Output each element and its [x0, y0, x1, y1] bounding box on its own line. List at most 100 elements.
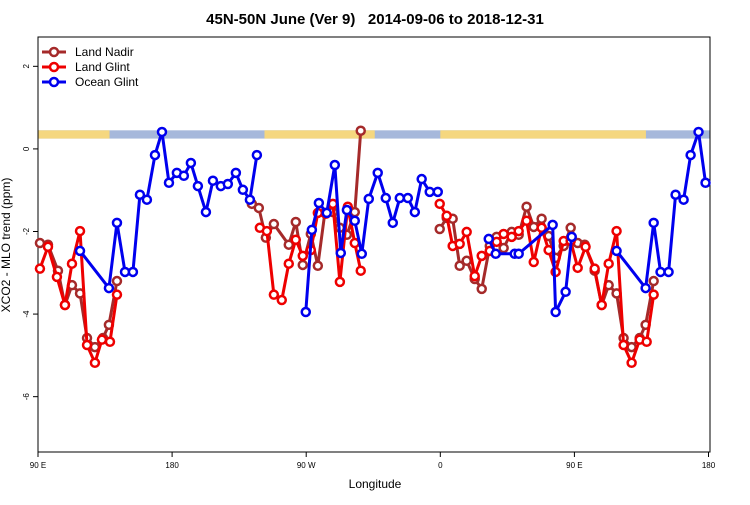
point	[693, 126, 704, 138]
point	[163, 177, 175, 189]
point	[355, 125, 366, 136]
point	[261, 225, 273, 237]
point	[513, 225, 524, 237]
x-tick-label: 180	[165, 461, 179, 470]
point	[312, 260, 324, 272]
point	[355, 265, 366, 276]
point	[74, 225, 86, 237]
point	[156, 126, 168, 138]
y-tick-label: -4	[22, 310, 31, 318]
point	[596, 299, 607, 311]
point	[313, 197, 325, 209]
land-band	[440, 130, 646, 139]
point	[648, 275, 659, 287]
point	[200, 206, 212, 218]
legend-marker	[48, 46, 60, 58]
point	[185, 157, 197, 169]
point	[550, 306, 561, 318]
point	[648, 289, 659, 300]
point	[490, 248, 501, 260]
point	[321, 207, 333, 219]
point	[603, 258, 614, 269]
point	[290, 216, 302, 228]
point	[387, 217, 399, 229]
point	[268, 218, 280, 230]
land-band	[264, 130, 375, 139]
y-tick-label: -2	[22, 227, 31, 235]
point	[268, 289, 280, 300]
point	[409, 206, 421, 218]
legend-marker	[48, 61, 60, 73]
point	[476, 250, 487, 262]
point	[626, 357, 637, 369]
point	[536, 222, 547, 234]
point	[560, 286, 571, 298]
point	[103, 282, 115, 294]
point	[356, 248, 368, 260]
point	[521, 201, 532, 212]
point	[566, 231, 577, 243]
legend-label: Ocean Glint	[75, 75, 139, 89]
point	[222, 178, 234, 190]
point	[283, 258, 295, 269]
point	[134, 189, 146, 200]
point	[127, 266, 139, 278]
y-axis-label: XCO2 - MLO trend (ppm)	[0, 178, 13, 313]
point	[589, 263, 600, 274]
point	[611, 245, 622, 257]
point	[230, 167, 242, 179]
point	[297, 250, 309, 262]
point	[237, 184, 249, 196]
point	[111, 217, 123, 229]
point	[513, 248, 524, 260]
point	[454, 238, 465, 250]
point	[104, 336, 116, 347]
point	[149, 149, 161, 161]
point	[81, 339, 93, 351]
y-tick-label: 2	[22, 64, 31, 69]
point	[536, 213, 547, 224]
point	[329, 159, 341, 171]
point	[640, 282, 651, 294]
point	[572, 262, 583, 274]
y-tick-label: 0	[22, 146, 31, 151]
point	[461, 255, 472, 267]
point	[483, 233, 494, 245]
point	[96, 334, 108, 345]
point	[565, 222, 576, 234]
point	[363, 193, 375, 205]
point	[434, 198, 445, 210]
point	[341, 204, 353, 216]
point	[178, 170, 190, 181]
point	[543, 244, 554, 256]
point	[469, 270, 480, 282]
point	[432, 186, 444, 198]
legend-marker	[48, 76, 60, 88]
point	[66, 258, 78, 269]
point	[547, 219, 558, 231]
point	[34, 263, 46, 274]
point	[349, 215, 361, 227]
point	[207, 175, 219, 186]
point	[297, 259, 309, 271]
series-line	[38, 202, 656, 365]
x-axis-label: Longitude	[349, 477, 402, 491]
legend-label: Land Glint	[75, 60, 130, 74]
point	[290, 234, 302, 246]
point	[59, 299, 71, 311]
point	[648, 217, 659, 229]
point	[300, 306, 312, 318]
x-tick-label: 0	[438, 461, 443, 470]
chart-title: 45N-50N June (Ver 9) 2014-09-06 to 2018-…	[206, 11, 544, 28]
point	[461, 226, 472, 238]
point	[380, 192, 392, 204]
point	[685, 149, 696, 161]
point	[192, 180, 204, 192]
point	[42, 241, 54, 253]
point	[141, 194, 153, 205]
point	[335, 247, 347, 259]
point	[678, 194, 689, 205]
point	[618, 339, 629, 351]
point	[402, 192, 414, 204]
point	[506, 231, 517, 243]
